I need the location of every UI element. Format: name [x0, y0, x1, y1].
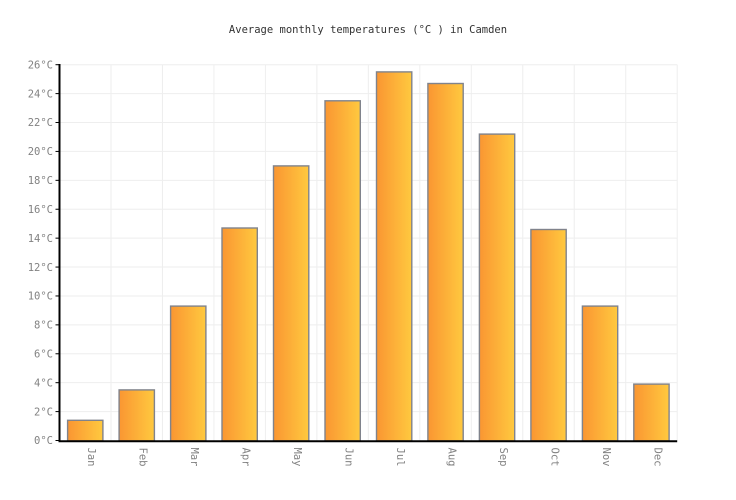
y-tick-label: 4°C — [34, 377, 53, 389]
bar-jan — [66, 419, 104, 442]
chart-title: Average monthly temperatures (°C ) in Ca… — [228, 24, 508, 36]
x-tick-label: Oct — [549, 448, 561, 467]
y-tick-label: 18°C — [28, 175, 53, 187]
y-tick-label: 10°C — [28, 291, 53, 303]
y-tick-label: 16°C — [28, 204, 53, 216]
y-tick-label: 12°C — [28, 262, 53, 274]
bar-mar — [169, 305, 207, 442]
y-tick-label: 14°C — [28, 233, 53, 245]
y-tick-label: 2°C — [34, 406, 53, 418]
bar-may — [272, 165, 310, 442]
x-tick-label: Nov — [600, 448, 612, 467]
x-tick-label: Dec — [652, 448, 664, 467]
x-tick-label: Jan — [85, 448, 97, 467]
y-tick-label: 20°C — [28, 146, 53, 158]
y-tick-label: 6°C — [34, 349, 53, 361]
x-tick-label: Aug — [446, 448, 458, 467]
y-tick-label: 0°C — [34, 435, 53, 447]
bar-aug — [427, 82, 464, 442]
y-tick-label: 26°C — [28, 59, 53, 71]
x-tick-label: Apr — [240, 448, 252, 467]
y-tick-label: 24°C — [28, 88, 53, 100]
x-tick-label: Sep — [497, 448, 509, 467]
bar-jun — [324, 100, 361, 442]
bar-sep — [478, 133, 516, 442]
bar-dec — [633, 383, 670, 442]
x-tick-label: Mar — [188, 448, 200, 467]
bar-jul — [375, 71, 413, 442]
bar-oct — [530, 228, 567, 442]
x-tick-label: Feb — [137, 448, 149, 467]
bar-apr — [221, 227, 258, 442]
y-tick-label: 22°C — [28, 117, 53, 129]
x-tick-label: Jun — [343, 448, 355, 467]
x-tick-label: May — [291, 448, 303, 467]
bar-nov — [581, 305, 619, 442]
x-tick-label: Jul — [394, 448, 406, 467]
bar-feb — [118, 389, 156, 442]
y-tick-label: 8°C — [34, 320, 53, 332]
